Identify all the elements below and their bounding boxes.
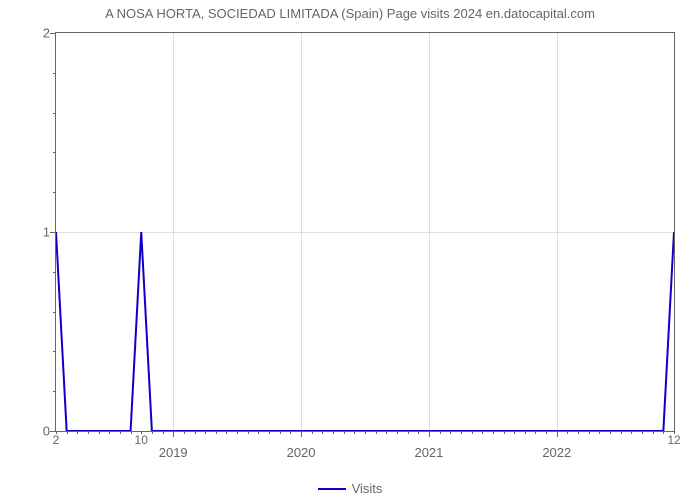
- x-tick-label: 2021: [414, 445, 443, 460]
- x-minor-tick: [567, 431, 568, 434]
- x-minor-tick: [546, 431, 547, 434]
- x-minor-tick: [322, 431, 323, 434]
- legend: Visits: [0, 480, 700, 496]
- x-minor-tick: [163, 431, 164, 434]
- x-minor-tick: [195, 431, 196, 434]
- x-tick: [301, 431, 302, 437]
- x-minor-tick: [88, 431, 89, 434]
- x-minor-tick: [397, 431, 398, 434]
- plot-area: 012201920202021202221012: [55, 32, 675, 432]
- x-minor-tick: [408, 431, 409, 434]
- x-minor-tick: [152, 431, 153, 434]
- x-minor-tick: [216, 431, 217, 434]
- x-minor-tick: [578, 431, 579, 434]
- x-minor-tick: [514, 431, 515, 434]
- x-tick-label: 2020: [287, 445, 316, 460]
- x-minor-tick: [67, 431, 68, 434]
- x-minor-tick: [450, 431, 451, 434]
- x-minor-tick: [631, 431, 632, 434]
- series-line: [56, 33, 674, 431]
- x-minor-tick: [525, 431, 526, 434]
- x-minor-tick: [493, 431, 494, 434]
- x-minor-tick: [120, 431, 121, 434]
- x-minor-tick: [599, 431, 600, 434]
- x-minor-tick: [226, 431, 227, 434]
- x-minor-tick: [621, 431, 622, 434]
- legend-swatch: [318, 488, 346, 490]
- x-minor-tick: [109, 431, 110, 434]
- legend-label: Visits: [352, 481, 383, 496]
- x-minor-tick: [99, 431, 100, 434]
- x-minor-tick: [290, 431, 291, 434]
- x-minor-tick: [269, 431, 270, 434]
- x-minor-tick: [482, 431, 483, 434]
- x-minor-tick: [461, 431, 462, 434]
- x-minor-tick: [440, 431, 441, 434]
- x-minor-tick: [589, 431, 590, 434]
- x-minor-tick: [248, 431, 249, 434]
- x-minor-tick: [77, 431, 78, 434]
- x-minor-tick: [418, 431, 419, 434]
- y-tick-label: 2: [43, 26, 50, 41]
- chart-container: A NOSA HORTA, SOCIEDAD LIMITADA (Spain) …: [0, 0, 700, 500]
- x-minor-label: 10: [135, 433, 148, 447]
- x-minor-tick: [610, 431, 611, 434]
- x-minor-tick: [472, 431, 473, 434]
- x-minor-tick: [354, 431, 355, 434]
- x-minor-label: 12: [667, 433, 680, 447]
- x-minor-tick: [237, 431, 238, 434]
- x-minor-tick: [653, 431, 654, 434]
- y-tick-label: 1: [43, 225, 50, 240]
- x-tick: [429, 431, 430, 437]
- x-minor-tick: [663, 431, 664, 434]
- x-minor-tick: [642, 431, 643, 434]
- x-minor-tick: [131, 431, 132, 434]
- x-minor-tick: [184, 431, 185, 434]
- x-minor-tick: [312, 431, 313, 434]
- x-tick-label: 2019: [159, 445, 188, 460]
- x-minor-tick: [333, 431, 334, 434]
- x-tick: [173, 431, 174, 437]
- y-tick-label: 0: [43, 424, 50, 439]
- x-minor-label: 2: [53, 433, 60, 447]
- x-minor-tick: [258, 431, 259, 434]
- x-minor-tick: [504, 431, 505, 434]
- x-minor-tick: [280, 431, 281, 434]
- x-minor-tick: [205, 431, 206, 434]
- x-minor-tick: [535, 431, 536, 434]
- chart-title: A NOSA HORTA, SOCIEDAD LIMITADA (Spain) …: [0, 6, 700, 21]
- x-minor-tick: [386, 431, 387, 434]
- x-tick-label: 2022: [542, 445, 571, 460]
- x-minor-tick: [344, 431, 345, 434]
- x-minor-tick: [365, 431, 366, 434]
- x-tick: [557, 431, 558, 437]
- x-minor-tick: [376, 431, 377, 434]
